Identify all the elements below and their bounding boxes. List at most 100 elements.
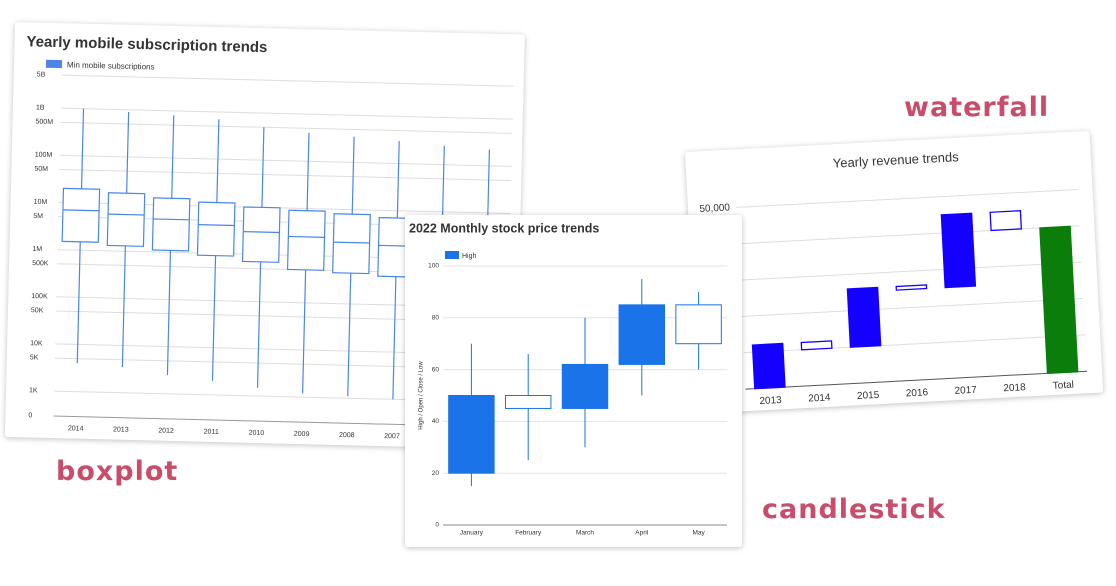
box <box>61 187 101 243</box>
x-tick-label: 2014 <box>68 425 84 432</box>
caption: waterfall <box>904 92 1050 123</box>
grid-line <box>60 107 513 120</box>
chart-title: Yearly revenue trends <box>832 149 959 171</box>
bar <box>751 342 786 390</box>
x-tick-label: 2014 <box>808 392 831 404</box>
x-tick-label: Total <box>1052 380 1074 392</box>
chart-title: 2022 Monthly stock price trends <box>409 221 599 235</box>
whisker <box>392 276 397 400</box>
grid-line <box>61 74 514 87</box>
x-tick-label: 2008 <box>339 432 355 439</box>
x-tick-label: 2013 <box>759 395 782 407</box>
caption: boxplot <box>56 456 179 487</box>
caption: candlestick <box>762 494 946 525</box>
median <box>288 235 325 238</box>
x-tick-label: March <box>576 530 594 537</box>
y-tick-label: 500K <box>32 260 49 267</box>
y-axis-label: High / Open / Close / Low <box>419 361 425 430</box>
whisker <box>121 245 126 368</box>
x-tick-label: 2011 <box>204 429 219 436</box>
x-tick-label: April <box>635 530 649 537</box>
bar <box>940 212 977 289</box>
y-tick-label: 5M <box>33 213 43 220</box>
x-tick-label: 2012 <box>158 427 174 434</box>
x-tick-label: 2017 <box>954 385 977 397</box>
box <box>332 213 371 275</box>
bar <box>846 286 882 348</box>
grid-line <box>745 370 1088 390</box>
grid-line <box>743 334 1086 354</box>
box <box>151 197 191 252</box>
median <box>198 224 235 227</box>
whisker <box>347 273 352 397</box>
median <box>108 213 145 216</box>
y-tick-label: 10K <box>30 340 43 347</box>
bar <box>895 284 928 291</box>
y-tick-label: 5K <box>30 354 39 361</box>
chart: Yearly revenue trends010,00020,00030,000… <box>699 149 1088 407</box>
whisker <box>302 269 307 394</box>
y-tick-label: 1K <box>29 387 38 394</box>
bar <box>989 210 1023 232</box>
x-tick-label: January <box>460 530 484 537</box>
grid-line <box>60 121 513 134</box>
whisker <box>306 132 310 211</box>
y-tick-label: 1B <box>36 104 45 111</box>
candle-body <box>448 395 495 474</box>
grid-line <box>59 154 512 167</box>
box <box>286 209 326 271</box>
y-tick-label: 500M <box>35 119 53 126</box>
median <box>333 241 370 244</box>
whisker <box>166 250 172 376</box>
y-tick-label: 20 <box>432 470 440 477</box>
legend-swatch <box>45 59 63 69</box>
x-tick-label: 2016 <box>906 387 929 399</box>
x-tick-label: 2013 <box>113 426 129 433</box>
candle-body <box>675 304 722 345</box>
y-tick-label: 1M <box>32 246 42 253</box>
y-tick-label: 80 <box>432 315 440 322</box>
whisker <box>486 149 491 228</box>
median <box>243 231 280 234</box>
x-tick-label: 2010 <box>249 430 265 437</box>
x-tick-label: 2007 <box>384 433 400 440</box>
waterfall-card: Yearly revenue trends010,00020,00030,000… <box>685 130 1104 414</box>
whisker <box>216 119 220 203</box>
grid-line <box>741 298 1084 317</box>
x-tick-label: 2009 <box>294 431 310 438</box>
whisker <box>261 127 265 208</box>
grid-line <box>59 168 512 182</box>
y-tick-label: 40 <box>432 418 440 425</box>
whisker <box>351 136 355 215</box>
y-tick-label: 50M <box>34 166 48 173</box>
whisker <box>171 115 175 199</box>
box <box>106 192 146 247</box>
y-tick-label: 10M <box>34 199 48 206</box>
chart: 2022 Monthly stock price trends High High … <box>409 221 727 537</box>
whisker <box>80 108 85 189</box>
x-tick-label: 2015 <box>857 390 880 402</box>
whisker <box>396 141 400 219</box>
whisker <box>441 145 445 223</box>
bar <box>800 340 833 351</box>
whisker <box>76 241 81 364</box>
y-tick-label: 0 <box>28 412 32 419</box>
median <box>62 209 100 212</box>
chart-title: Yearly mobile subscription trends <box>26 33 267 56</box>
whisker <box>211 255 217 381</box>
y-tick-label: 5B <box>37 71 46 78</box>
candlestick-card: 2022 Monthly stock price trends High High … <box>405 215 742 547</box>
candle-body <box>561 363 609 409</box>
grid-line <box>739 261 1082 281</box>
x-tick-label: May <box>692 530 705 537</box>
y-tick-label: 50,000 <box>699 202 731 215</box>
x-tick-label: February <box>515 530 542 537</box>
whisker <box>126 111 130 194</box>
box <box>241 206 281 263</box>
candle-body <box>504 395 552 409</box>
legend-label: High <box>462 253 477 260</box>
legend-swatch <box>445 251 459 259</box>
bar <box>1039 225 1079 375</box>
legend-label: Min mobile subscriptions <box>67 60 155 71</box>
